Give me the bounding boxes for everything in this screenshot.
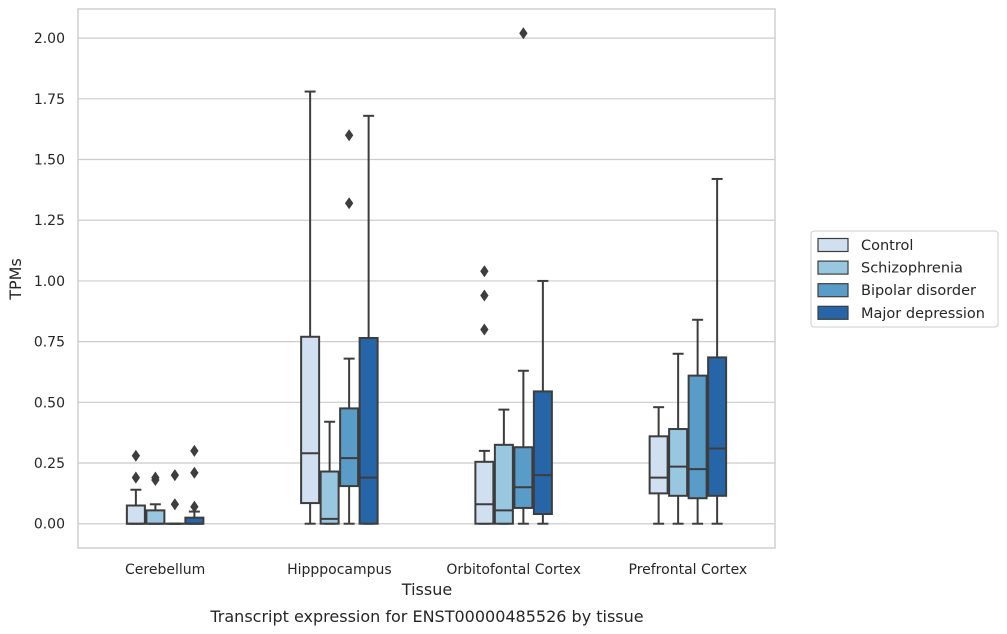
box-bipolar-disorder	[513, 27, 534, 525]
legend: Control Schizophrenia Bipolar disorder Majo…	[810, 230, 999, 328]
y-tick-label: 1.50	[34, 153, 65, 169]
outlier-point	[344, 197, 354, 210]
y-tick-labels: 0.00 0.25 0.50 0.75 1.00 1.25 1.50 1.75 2.00	[34, 31, 65, 533]
box-control	[300, 90, 321, 525]
legend-label: Schizophrenia	[861, 261, 963, 277]
outlier-point	[344, 129, 354, 142]
box-major-depression	[532, 279, 553, 525]
outlier-point	[480, 265, 489, 278]
legend-label: Control	[861, 238, 913, 254]
iqr-box	[474, 460, 495, 525]
iqr-box	[319, 470, 340, 525]
y-tick-label: 1.75	[34, 92, 65, 108]
box-bipolar-disorder	[339, 129, 360, 525]
outlier-point	[190, 444, 199, 457]
iqr-box	[339, 407, 360, 488]
y-tick-label: 0.50	[34, 395, 65, 411]
outlier-point	[170, 498, 180, 511]
iqr-box	[145, 509, 166, 525]
boxes	[125, 27, 728, 525]
box-schizophrenia	[668, 352, 689, 525]
legend-swatch	[817, 260, 849, 275]
iqr-box	[707, 356, 728, 497]
iqr-box	[513, 446, 534, 509]
iqr-box	[687, 374, 708, 500]
outlier-point	[151, 471, 160, 484]
box-major-depression	[358, 114, 379, 525]
outlier-point	[190, 500, 199, 513]
iqr-box	[300, 335, 321, 505]
y-tick-label: 2.00	[34, 31, 65, 47]
chart-caption: Transcript expression for ENST0000048552…	[209, 607, 643, 626]
box-control	[474, 265, 495, 525]
y-axis-label: TPMs	[6, 258, 25, 301]
legend-label: Bipolar disorder	[861, 283, 976, 299]
iqr-box	[668, 428, 689, 497]
box-bipolar-disorder	[164, 469, 185, 525]
legend-frame	[810, 230, 999, 328]
iqr-box	[125, 504, 146, 525]
box-schizophrenia	[493, 408, 514, 525]
box-major-depression	[184, 444, 205, 525]
plot-border	[77, 8, 776, 549]
outlier-point	[480, 323, 489, 336]
outlier-point	[190, 466, 199, 479]
y-tick-label: 0.75	[34, 335, 65, 351]
x-axis-label: Tissue	[401, 580, 452, 599]
outlier-point	[131, 471, 141, 484]
box-control	[648, 406, 669, 525]
box-schizophrenia	[319, 420, 340, 525]
iqr-box	[532, 390, 553, 516]
y-tick-label: 1.00	[34, 274, 65, 290]
y-tick-label: 1.25	[34, 213, 65, 229]
x-tick-labels: Cerebellum Hipppocampus Orbitofontal Corte…	[125, 562, 747, 578]
iqr-box	[648, 435, 669, 495]
box-control	[125, 449, 146, 525]
outlier-point	[480, 289, 489, 302]
box-major-depression	[707, 177, 728, 525]
box-schizophrenia	[145, 471, 166, 525]
box-bipolar-disorder	[687, 318, 708, 525]
x-tick-label: Orbitofontal Cortex	[446, 562, 581, 578]
x-tick-label: Prefrontal Cortex	[629, 562, 748, 578]
iqr-box	[358, 336, 379, 525]
outlier-point	[170, 469, 180, 482]
y-tick-label: 0.00	[34, 517, 65, 533]
y-tick-label: 0.25	[34, 456, 65, 472]
legend-label: Major depression	[861, 306, 985, 322]
outlier-point	[131, 449, 141, 462]
iqr-box	[493, 443, 514, 525]
plot-frame	[77, 8, 776, 549]
gridlines	[78, 37, 775, 525]
legend-swatch	[817, 237, 849, 253]
x-tick-label: Cerebellum	[125, 562, 205, 578]
legend-swatch	[817, 283, 849, 298]
outlier-point	[519, 27, 528, 40]
legend-swatch	[817, 305, 849, 320]
x-tick-label: Hipppocampus	[287, 562, 392, 578]
